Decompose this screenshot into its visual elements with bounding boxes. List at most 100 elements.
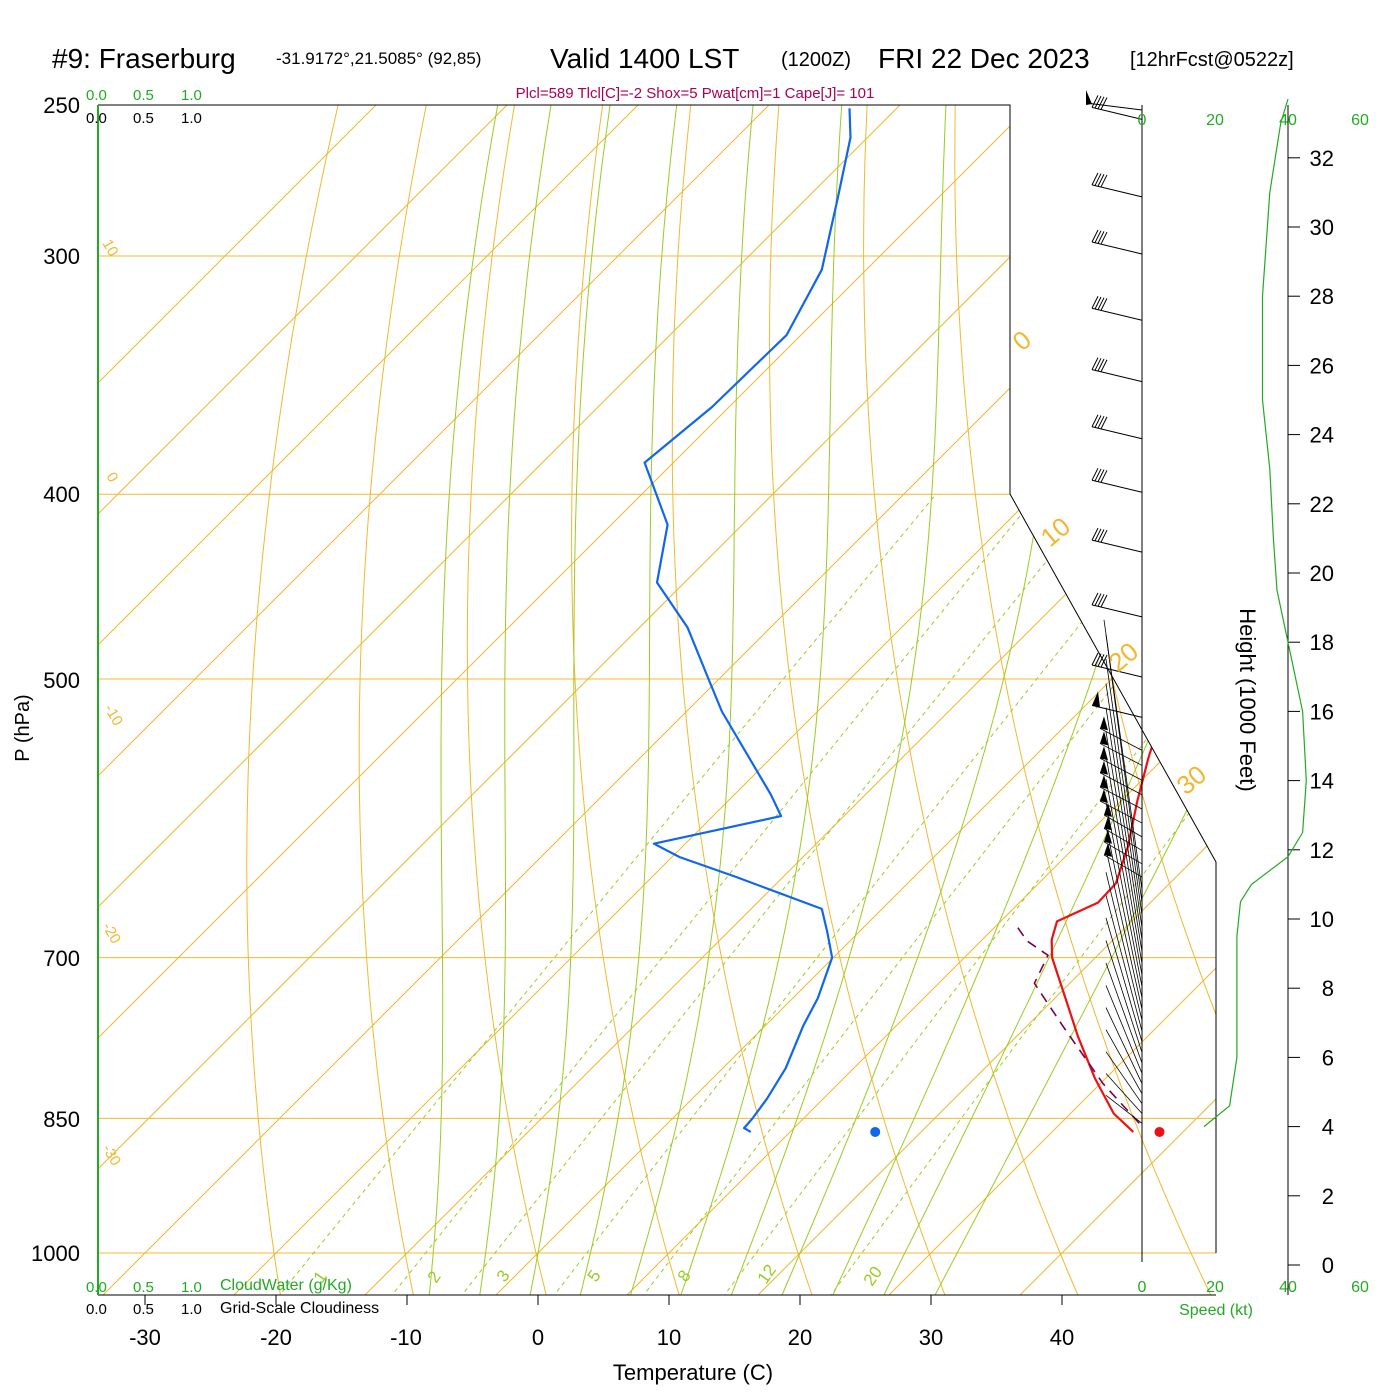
moist-adiabat-0 (525, 105, 611, 1295)
dry-adiabat-333 (1042, 105, 1216, 1295)
wind-barb (1091, 241, 1143, 255)
mixing-ratio-labels: 1 2 3 5 8 12 20 (310, 1261, 886, 1289)
temp-tick-10: 10 (657, 1325, 681, 1350)
pressure-tick-1000: 1000 (31, 1241, 80, 1266)
mixing-label-2: 2 (424, 1268, 445, 1287)
background-lines (98, 105, 1400, 1317)
wind-barb (1105, 1029, 1143, 1094)
temperature-axis: -30 -20 -10 0 10 20 30 40 Temperature (C… (129, 1325, 1074, 1385)
wind-barb (1105, 1007, 1143, 1084)
isotherm-label-right-10: 10 (1035, 511, 1076, 553)
dry-adiabat-323 (954, 105, 1216, 1295)
height-tick-20: 20 (1310, 561, 1334, 586)
wind-barb-pennant (1100, 716, 1108, 731)
wind-barb (1105, 683, 1143, 928)
wind-speed-line (1203, 98, 1307, 1128)
mixing-line-5 (537, 493, 1184, 1295)
dry-adiabat-273 (466, 105, 553, 1295)
indices-line: Plcl=589 Tlcl[C]=-2 Shox=5 Pwat[cm]=1 Ca… (516, 85, 875, 102)
temp-tick-20: 20 (788, 1325, 812, 1350)
wind-barb-pennant (1100, 789, 1108, 804)
speed-tick-bottom-2: 40 (1279, 1279, 1297, 1296)
isotherm-labels-left: 10 0 -10 -20 -30 (99, 237, 127, 1169)
moist-adiabat-8 (623, 105, 754, 1295)
wind-barb-feather (1091, 357, 1099, 370)
mixing-line-12 (707, 493, 1216, 1295)
wind-barb-feather (1091, 467, 1099, 481)
isotherm-30 (866, 105, 1216, 1295)
wind-barb (1091, 369, 1143, 383)
wind-barb (1105, 802, 1143, 987)
plot-frame (97, 104, 1217, 1305)
mixing-label-3: 3 (493, 1267, 514, 1286)
isotherm--40 (98, 105, 1163, 1295)
height-tick-10: 10 (1310, 907, 1334, 932)
temp-tick-30: 30 (919, 1325, 943, 1350)
height-tick-30: 30 (1310, 215, 1334, 240)
dry-adiabat-343 (1131, 105, 1216, 1295)
parcel-line (1014, 923, 1140, 1124)
wind-barb (1105, 1073, 1143, 1114)
wind-barb-pennant (1100, 760, 1108, 775)
wind-barb-feather (1094, 95, 1102, 109)
speed-tick-top-1: 20 (1206, 112, 1224, 129)
pressure-axis-label: P (hPa) (12, 694, 34, 761)
isotherm--90 (98, 105, 508, 1295)
wind-barb (1105, 985, 1143, 1074)
height-tick-0: 0 (1322, 1253, 1334, 1278)
height-tick-18: 18 (1310, 630, 1334, 655)
dry-adiabat-373 (1396, 105, 1400, 1317)
height-tick-14: 14 (1310, 769, 1334, 794)
mixing-label-8: 8 (674, 1267, 695, 1286)
height-tick-6: 6 (1322, 1045, 1334, 1070)
speed-tick-top-2: 40 (1279, 112, 1297, 129)
wind-barb (1105, 1094, 1143, 1124)
isotherm-label-m10: -10 (101, 702, 127, 729)
wind-barb (1105, 940, 1143, 1053)
wind-barb-feather (1094, 358, 1102, 371)
valid-zulu: (1200Z) (781, 49, 851, 71)
plot-border (98, 104, 1217, 1253)
mixing-line-2 (374, 493, 1039, 1295)
wind-barb-feather (1097, 469, 1105, 482)
wind-barb-pennant (1104, 842, 1112, 857)
wind-barb-feather (1091, 652, 1099, 666)
cloudiness-tick-top-0: 0.0 (86, 110, 107, 127)
valid-date: FRI 22 Dec 2023 (878, 43, 1090, 74)
speed-tick-top-3: 60 (1351, 112, 1369, 129)
isotherm-label-right-0: 0 (1007, 324, 1037, 356)
speed-scale-top: 0 20 40 60 (1138, 112, 1369, 129)
dry-adiabat-283 (571, 105, 687, 1295)
wind-barb-feather (1094, 173, 1102, 186)
wind-barb (1105, 779, 1143, 976)
speed-axis-label: Speed (kt) (1179, 1302, 1253, 1319)
wind-barb (1091, 479, 1143, 493)
wind-barb-pennant (1092, 691, 1100, 708)
wind-barb-feather (1091, 172, 1099, 186)
valid-time: Valid 1400 LST (550, 43, 739, 74)
wind-barb-feather (1094, 230, 1102, 243)
height-tick-2: 2 (1322, 1184, 1334, 1209)
height-tick-28: 28 (1310, 284, 1334, 309)
temp-tick-0: 0 (532, 1325, 544, 1350)
cloudwater-tick-bottom-0: 0.0 (86, 1279, 107, 1296)
speed-tick-bottom-1: 20 (1206, 1279, 1224, 1296)
cloud-scale-bottom: 0.0 0.5 1.0 CloudWater (g/Kg) 0.0 0.5 1.… (86, 1277, 379, 1318)
wind-barb (1091, 426, 1143, 440)
surface-temperature-dot (1154, 1126, 1165, 1137)
height-tick-22: 22 (1310, 492, 1334, 517)
dry-adiabat-253 (246, 105, 339, 1295)
height-tick-8: 8 (1322, 976, 1334, 1001)
wind-barb (1105, 659, 1143, 916)
wind-barb-feather (1100, 359, 1108, 372)
wind-barb (1105, 707, 1143, 940)
moist-adiabat--4 (475, 105, 552, 1295)
wind-barb (1105, 895, 1143, 1032)
wind-barb-feather (1094, 468, 1102, 482)
wind-barb-feather (1097, 358, 1105, 372)
temp-tick-40: 40 (1050, 1325, 1074, 1350)
isotherm-10 (604, 105, 1216, 1295)
cloudiness-tick-bottom-0: 0.0 (86, 1301, 107, 1318)
